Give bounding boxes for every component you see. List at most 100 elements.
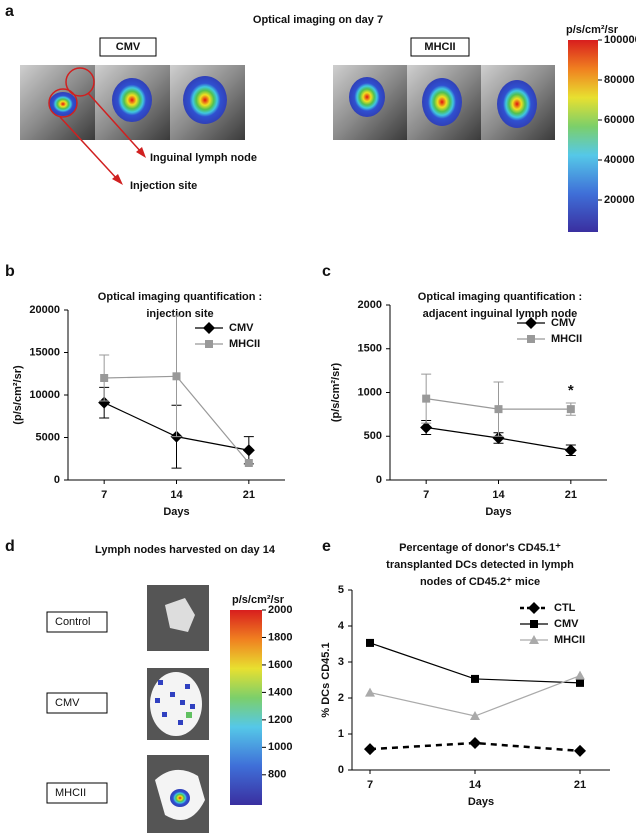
legend-label: CMV	[551, 317, 576, 329]
legend-marker	[525, 317, 537, 329]
x-axis-label: Days	[163, 506, 189, 518]
data-point	[365, 687, 375, 697]
colorbar-tick-label: 800	[268, 769, 286, 781]
colorbar-tick-label: 1200	[268, 714, 292, 726]
data-point	[98, 396, 111, 409]
chart-title: nodes of CD45.2⁺ mice	[420, 576, 540, 588]
label-box	[46, 611, 108, 633]
y-axis-label: (p/s/cm²/sr)	[330, 363, 342, 423]
node-label: Control	[55, 616, 90, 628]
y-tick-label: 4	[338, 620, 345, 632]
legend-label: MHCII	[554, 634, 585, 646]
y-axis-label: (p/s/cm²/sr)	[12, 365, 24, 425]
legend-label: MHCII	[551, 333, 582, 345]
panel-letter: a	[5, 3, 14, 20]
x-tick-label: 21	[243, 489, 255, 501]
group-label: CMV	[116, 41, 141, 53]
data-point	[244, 459, 253, 467]
legend-label: CTL	[554, 602, 576, 614]
y-tick-label: 10000	[29, 389, 60, 401]
colorbar-tick-label: 40000	[604, 154, 635, 166]
y-tick-label: 0	[376, 474, 382, 486]
y-tick-label: 0	[54, 474, 60, 486]
x-tick-label: 14	[492, 489, 505, 501]
y-tick-label: 20000	[29, 304, 60, 316]
y-tick-label: 500	[364, 430, 382, 442]
data-point	[242, 444, 255, 457]
data-point	[574, 744, 586, 757]
label-box	[46, 782, 108, 804]
node-label: MHCII	[55, 787, 86, 799]
series-line	[369, 741, 581, 753]
legend-marker	[529, 635, 539, 644]
chart-title: adjacent inguinal lymph node	[423, 308, 578, 320]
colorbar-tick-label: 80000	[604, 74, 635, 86]
data-point	[100, 374, 109, 382]
y-tick-label: 1500	[358, 343, 382, 355]
label-box	[46, 692, 108, 714]
y-axis-label: % DCs CD45.1	[320, 642, 332, 717]
y-tick-label: 3	[338, 656, 344, 668]
data-point	[420, 421, 433, 434]
legend-label: CMV	[229, 322, 254, 334]
x-axis-label: Days	[485, 506, 511, 518]
colorbar-tick-label: 20000	[604, 194, 635, 206]
image-strip	[333, 65, 555, 140]
group-label: MHCII	[424, 41, 455, 53]
x-tick-label: 14	[469, 779, 482, 791]
panel-letter: d	[5, 538, 15, 555]
colorbar-tick-label: 1600	[268, 659, 292, 671]
colorbar-unit: p/s/cm²/sr	[232, 594, 285, 606]
y-tick-label: 0	[338, 764, 344, 776]
y-tick-label: 2000	[358, 299, 382, 311]
annotation: Injection site	[130, 180, 197, 192]
x-tick-label: 7	[101, 489, 107, 501]
x-tick-label: 7	[423, 489, 429, 501]
legend-marker	[205, 340, 213, 348]
panel-letter: b	[5, 263, 15, 280]
data-point	[566, 405, 575, 414]
x-tick-label: 14	[170, 489, 183, 501]
panel-title: Lymph nodes harvested on day 14	[95, 544, 276, 556]
y-tick-label: 5000	[36, 431, 60, 443]
colorbar-tick-label: 2000	[268, 604, 292, 616]
data-point	[366, 638, 374, 647]
legend-marker	[527, 335, 535, 343]
node-label: CMV	[55, 697, 80, 709]
x-axis-label: Days	[468, 796, 494, 808]
legend-marker	[530, 620, 538, 628]
panel-title: Optical imaging on day 7	[253, 14, 383, 26]
data-point	[422, 394, 431, 403]
x-tick-label: 7	[367, 779, 373, 791]
y-tick-label: 5	[338, 584, 344, 596]
label-box	[410, 37, 470, 57]
chart-title: transplanted DCs detected in lymph	[386, 559, 574, 571]
x-tick-label: 21	[574, 779, 586, 791]
data-point	[564, 444, 577, 457]
chart-title: Optical imaging quantification :	[98, 291, 262, 303]
chart-title: Percentage of donor's CD45.1⁺	[399, 542, 561, 554]
data-point	[576, 678, 584, 687]
annotation: Inguinal lymph node	[150, 152, 257, 164]
x-tick-label: 21	[565, 489, 577, 501]
panel-letter: e	[322, 538, 331, 555]
colorbar-tick-label: 100000	[604, 34, 636, 46]
data-point	[470, 711, 480, 720]
y-tick-label: 1000	[358, 386, 382, 398]
colorbar-tick-label: 1800	[268, 631, 292, 643]
y-tick-label: 15000	[29, 346, 60, 358]
legend-marker	[528, 602, 540, 614]
data-point	[494, 405, 503, 414]
colorbar-tick-label: 1000	[268, 741, 292, 753]
legend-label: CMV	[554, 618, 579, 630]
image-strip	[20, 65, 245, 185]
chart-title: injection site	[146, 308, 213, 320]
y-tick-label: 1	[338, 728, 344, 740]
data-point	[364, 743, 376, 756]
colorbar-unit: p/s/cm²/sr	[566, 24, 619, 36]
data-point	[471, 674, 479, 683]
legend-label: MHCII	[229, 338, 260, 350]
panel-letter: c	[322, 263, 331, 280]
